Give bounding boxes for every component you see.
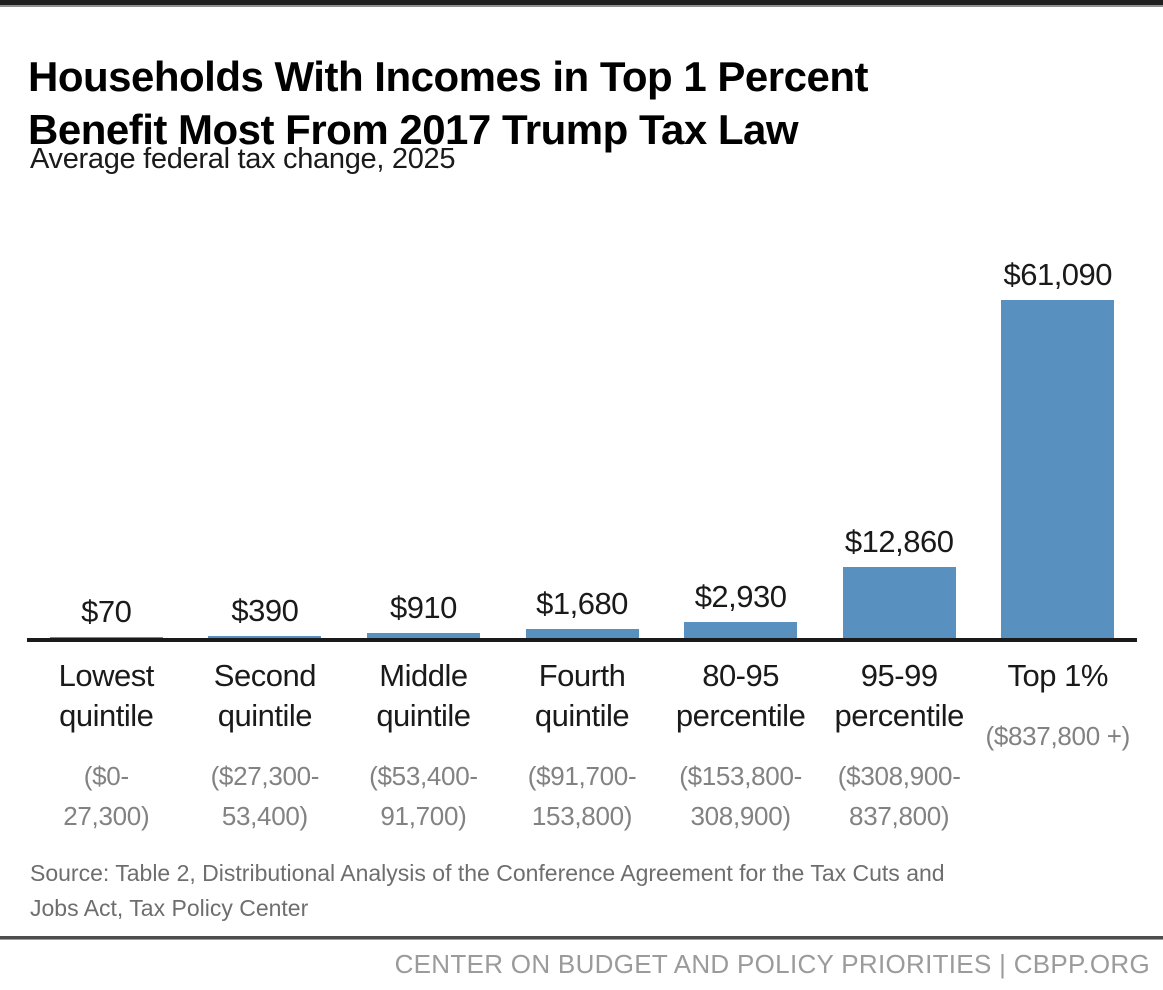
bar-column: $61,090	[978, 257, 1137, 638]
category-label: Second quintile	[213, 658, 317, 733]
bar-column: $910	[344, 590, 503, 638]
category-label: Lowest quintile	[58, 658, 155, 733]
source-note: Source: Table 2, Distributional Analysis…	[30, 860, 945, 921]
page-title: Households With Incomes in Top 1 Percent…	[28, 53, 868, 154]
bar	[525, 629, 639, 638]
bar	[208, 636, 322, 638]
bar-value-label: $70	[81, 594, 132, 629]
chart-subtitle: Average federal tax change, 2025	[30, 143, 456, 175]
column-labels: Second quintile ($27,300- 53,400)	[186, 642, 345, 836]
income-range-label: ($53,400- 91,700)	[369, 761, 478, 831]
income-range-label: ($0- 27,300)	[63, 761, 150, 831]
bar-column: $12,860	[820, 524, 979, 638]
column-labels: Lowest quintile ($0- 27,300)	[27, 642, 186, 836]
category-label: 80-95 percentile	[675, 658, 806, 733]
column-labels: Top 1% ($837,800 +)	[978, 642, 1137, 836]
bar-chart: $70 $390 $910 $1,680 $2,930 $12,860 $61,090 Lo…	[27, 248, 1137, 836]
bar-value-label: $61,090	[1003, 257, 1113, 292]
bar-column: $390	[186, 593, 345, 638]
column-labels: 95-99 percentile ($308,900- 837,800)	[820, 642, 979, 836]
bar-column: $1,680	[503, 586, 662, 638]
footer-divider	[0, 936, 1163, 940]
bar	[366, 633, 480, 638]
bar-column: $70	[27, 594, 186, 638]
column-labels: Fourth quintile ($91,700- 153,800)	[503, 642, 662, 836]
x-axis	[27, 638, 1137, 642]
bar-value-label: $12,860	[844, 524, 954, 559]
income-range-label: ($27,300- 53,400)	[210, 761, 320, 831]
footer-brand: CENTER ON BUDGET AND POLICY PRIORITIES |…	[394, 949, 1150, 979]
category-row: Lowest quintile ($0- 27,300) Second quinti…	[27, 642, 1137, 836]
income-range-label: ($837,800 +)	[985, 721, 1131, 751]
bar-column: $2,930	[661, 579, 820, 638]
bar	[684, 622, 798, 638]
category-label: 95-99 percentile	[834, 658, 964, 733]
category-label: Middle quintile	[376, 658, 471, 733]
income-range-label: ($308,900- 837,800)	[837, 761, 961, 831]
bar	[49, 637, 163, 638]
top-accent-bar	[0, 0, 1163, 7]
bar	[1001, 300, 1115, 638]
category-label: Top 1%	[1007, 658, 1109, 693]
column-labels: 80-95 percentile ($153,800- 308,900)	[661, 642, 820, 836]
bar-value-label: $2,930	[694, 579, 787, 614]
bar	[842, 567, 956, 638]
plot-area: $70 $390 $910 $1,680 $2,930 $12,860 $61,090	[27, 248, 1137, 638]
income-range-label: ($153,800- 308,900)	[679, 761, 802, 831]
bar-value-label: $910	[389, 590, 457, 625]
column-labels: Middle quintile ($53,400- 91,700)	[344, 642, 503, 836]
bar-value-label: $390	[231, 593, 299, 628]
category-label: Fourth quintile	[534, 658, 630, 733]
income-range-label: ($91,700- 153,800)	[527, 761, 637, 831]
bar-value-label: $1,680	[536, 586, 628, 621]
